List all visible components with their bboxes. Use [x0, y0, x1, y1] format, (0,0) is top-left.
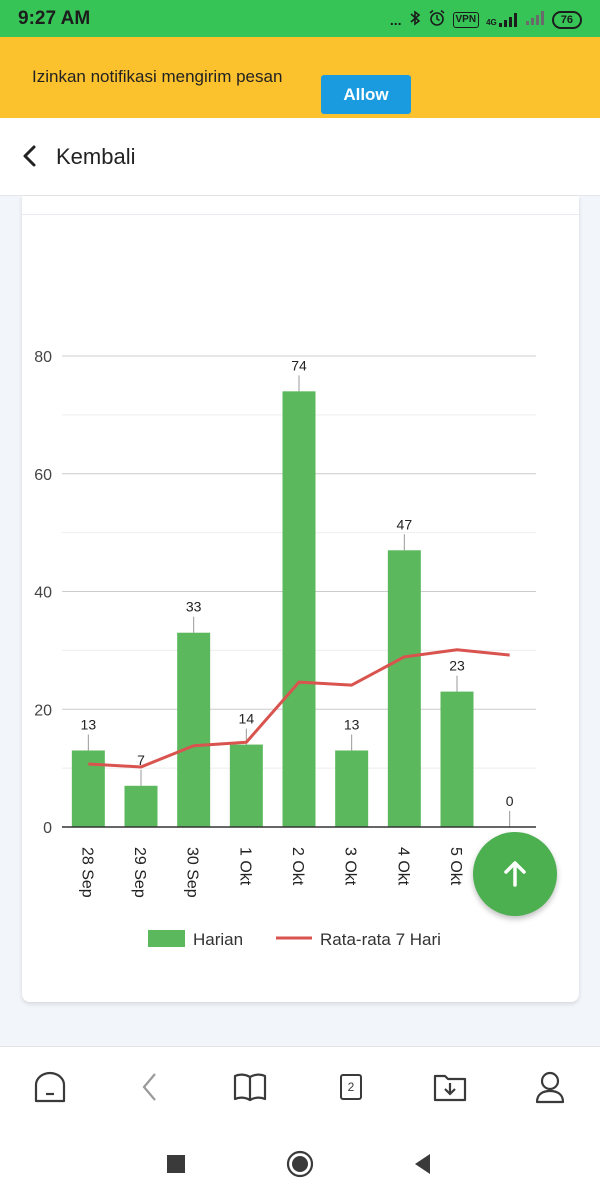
tabs-button[interactable]: 2	[332, 1069, 368, 1105]
data-label: 13	[81, 716, 97, 732]
bar	[282, 391, 316, 827]
scroll-to-top-button[interactable]	[473, 832, 557, 916]
status-icons: ... VPN 4G 76	[390, 9, 582, 30]
bluetooth-icon	[409, 10, 421, 29]
downloads-button[interactable]	[432, 1069, 468, 1105]
x-tick-label: 5 Okt	[447, 847, 464, 886]
arrow-up-icon	[504, 861, 526, 887]
alarm-icon	[428, 9, 446, 30]
average-line	[88, 648, 510, 769]
book-icon	[233, 1073, 267, 1102]
x-tick-label: 30 Sep	[184, 847, 201, 898]
tab-count: 2	[340, 1074, 362, 1100]
bar	[177, 632, 211, 827]
app-header: Kembali	[0, 118, 600, 196]
data-label: 47	[397, 516, 413, 532]
download-folder-icon	[433, 1074, 467, 1102]
bottom-nav: 2	[0, 1046, 600, 1128]
vpn-icon: VPN	[452, 11, 480, 28]
data-label: 7	[137, 752, 145, 768]
network-type: 4G	[486, 17, 497, 27]
legend-label-average: Rata-rata 7 Hari	[320, 930, 441, 949]
battery-icon: 76	[551, 10, 582, 29]
x-tick-label: 2 Okt	[289, 847, 306, 886]
y-tick-label: 20	[34, 702, 52, 719]
bar	[124, 785, 158, 827]
bar	[440, 691, 474, 827]
status-bar: 9:27 AM ... VPN 4G 76	[0, 0, 600, 37]
profile-icon	[535, 1071, 565, 1104]
x-tick-label: 4 Okt	[394, 847, 411, 886]
back-button[interactable]	[132, 1069, 168, 1105]
x-tick-label: 3 Okt	[342, 847, 359, 886]
bar	[387, 550, 421, 827]
bar	[335, 750, 369, 827]
data-label: 0	[506, 793, 514, 809]
more-dots: ...	[389, 11, 402, 28]
bar	[229, 744, 263, 827]
y-tick-label: 60	[34, 467, 52, 484]
notification-banner: Izinkan notifikasi mengirim pesan Allow	[0, 37, 600, 118]
status-time: 9:27 AM	[18, 8, 91, 29]
back-triangle-icon[interactable]	[410, 1150, 438, 1178]
y-tick-label: 40	[34, 585, 52, 602]
profile-button[interactable]	[532, 1069, 568, 1105]
x-tick-label: 28 Sep	[78, 847, 95, 898]
allow-button[interactable]: Allow	[321, 75, 411, 114]
legend-swatch-harian	[148, 930, 185, 947]
signal-icon: 4G	[486, 12, 518, 27]
system-nav-bar	[0, 1128, 600, 1200]
bookmarks-button[interactable]	[232, 1069, 268, 1105]
data-label: 33	[186, 599, 202, 615]
back-arrow-icon[interactable]	[18, 144, 42, 168]
home-circle-icon[interactable]	[286, 1150, 314, 1178]
x-tick-label: 1 Okt	[236, 847, 253, 886]
notification-text: Izinkan notifikasi mengirim pesan	[32, 67, 283, 86]
y-tick-label: 80	[34, 349, 52, 366]
signal-empty-icon	[525, 11, 545, 28]
recent-apps-icon[interactable]	[162, 1150, 190, 1178]
home-icon	[34, 1071, 66, 1103]
legend-label-harian: Harian	[193, 930, 243, 949]
back-label[interactable]: Kembali	[56, 144, 136, 169]
x-tick-label: 29 Sep	[131, 847, 148, 898]
data-label: 23	[449, 658, 465, 674]
y-tick-label: 0	[43, 820, 52, 837]
data-label: 74	[291, 357, 307, 373]
daily-cases-chart: 0 20 40 60 80 13 7 33 14 74 13 47 23 0 28 Sep 29 Sep 30 …	[34, 349, 536, 949]
data-label: 14	[239, 711, 255, 727]
card-divider	[22, 214, 579, 215]
bar	[71, 750, 105, 827]
home-button[interactable]	[32, 1069, 68, 1105]
chevron-left-icon	[142, 1073, 156, 1101]
data-label: 13	[344, 716, 360, 732]
